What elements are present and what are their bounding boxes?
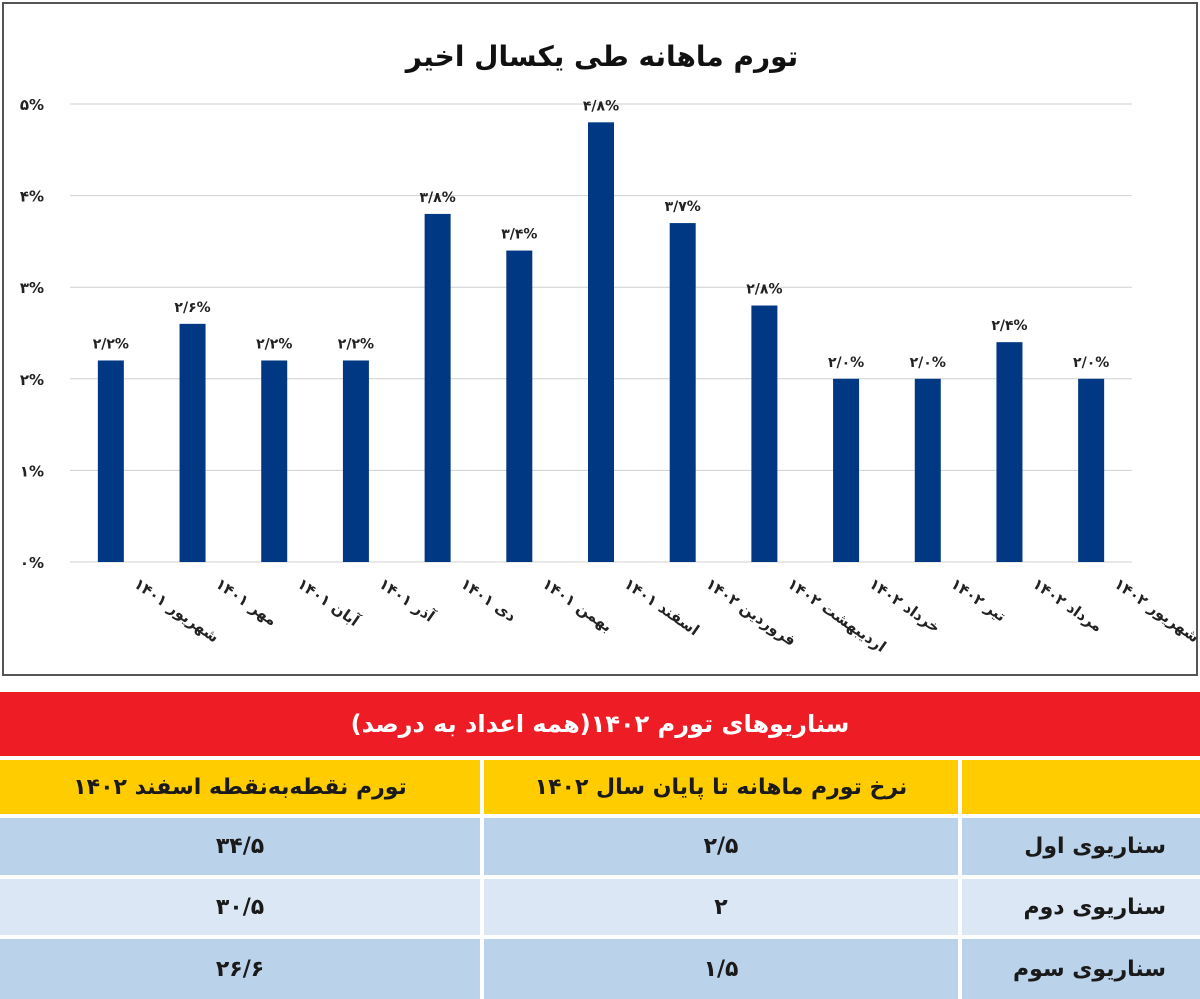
bar bbox=[914, 378, 941, 562]
data-label: ۲/۸% bbox=[746, 282, 782, 298]
bar bbox=[179, 323, 206, 562]
x-tick-label: تیر ۱۴۰۲ bbox=[947, 575, 1009, 626]
y-tick-label: ۵% bbox=[20, 96, 44, 114]
row-monthly-rate: ۱/۵ bbox=[484, 939, 958, 999]
x-tick-label: آبان ۱۴۰۱ bbox=[294, 575, 363, 631]
y-tick-label: ۱% bbox=[20, 462, 44, 480]
bar bbox=[1078, 378, 1105, 562]
chart-panel: ۰% ۱% ۲% ۳% ۴% ۵% ۲/۲% ۲/۶% ۲/۲% ۲/۲% ۳/۸% ۳/۴% ۴/۸… bbox=[2, 2, 1200, 676]
table-title: سناریوهای تورم ۱۴۰۲(همه اعداد به درصد) bbox=[0, 692, 1200, 756]
y-tick-label: ۳% bbox=[20, 279, 44, 297]
x-tick-label: مهر ۱۴۰۱ bbox=[212, 575, 280, 630]
x-tick-label: شهریور ۱۴۰۱ bbox=[131, 575, 223, 647]
header-monthly-rate: نرخ تورم ماهانه تا پایان سال ۱۴۰۲ bbox=[484, 760, 958, 814]
x-tick-label: بهمن ۱۴۰۱ bbox=[539, 575, 616, 636]
row-monthly-rate: ۲/۵ bbox=[484, 818, 958, 875]
x-tick-label-text: خرداد ۱۴۰۲ bbox=[866, 575, 944, 637]
x-tick-label-text: اسفند ۱۴۰۱ bbox=[621, 575, 703, 640]
header-scenario bbox=[962, 760, 1200, 814]
bar bbox=[751, 305, 778, 562]
x-tick-label: دی ۱۴۰۱ bbox=[457, 575, 519, 626]
x-tick-label-text: دی ۱۴۰۱ bbox=[457, 575, 519, 626]
data-label: ۲/۴% bbox=[991, 318, 1027, 334]
row-point-inflation: ۲۶/۶ bbox=[0, 939, 480, 999]
row-point-inflation: ۳۰/۵ bbox=[0, 879, 480, 935]
bar bbox=[833, 378, 860, 562]
data-label: ۲/۶% bbox=[174, 300, 210, 316]
y-tick-label: ۰% bbox=[20, 554, 44, 572]
scenario-table: سناریوهای تورم ۱۴۰۲(همه اعداد به درصد) ن… bbox=[0, 692, 1200, 999]
table-row: سناریوی اول ۲/۵ ۳۴/۵ bbox=[0, 818, 1200, 875]
bar bbox=[261, 360, 288, 562]
x-tick-label: اسفند ۱۴۰۱ bbox=[621, 575, 703, 640]
row-scenario-label: سناریوی اول bbox=[962, 818, 1200, 875]
x-tick-label-text: آبان ۱۴۰۱ bbox=[294, 575, 363, 631]
table-row: سناریوی سوم ۱/۵ ۲۶/۶ bbox=[0, 939, 1200, 999]
table-header-row: نرخ تورم ماهانه تا پایان سال ۱۴۰۲ تورم ن… bbox=[0, 760, 1200, 814]
data-label: ۴/۸% bbox=[583, 98, 619, 114]
chart-title: تورم ماهانه طی یکسال اخیر bbox=[404, 40, 798, 73]
row-scenario-label: سناریوی سوم bbox=[962, 939, 1200, 999]
bar bbox=[588, 122, 614, 562]
x-tick-label-text: شهریور ۱۴۰۲ bbox=[1111, 575, 1200, 647]
x-tick-label-text: مهر ۱۴۰۱ bbox=[212, 575, 280, 630]
row-scenario-label: سناریوی دوم bbox=[962, 879, 1200, 935]
data-label: ۳/۸% bbox=[419, 190, 455, 206]
bar bbox=[97, 360, 124, 562]
y-tick-label: ۲% bbox=[20, 371, 44, 389]
x-tick-label: آذر ۱۴۰۱ bbox=[376, 575, 439, 627]
x-tick-label: مرداد ۱۴۰۲ bbox=[1029, 575, 1106, 636]
x-tick-label-text: تیر ۱۴۰۲ bbox=[947, 575, 1009, 626]
x-tick-label: خرداد ۱۴۰۲ bbox=[866, 575, 944, 637]
data-label: ۳/۷% bbox=[665, 199, 701, 215]
x-tick-label-text: فروردین ۱۴۰۲ bbox=[702, 575, 799, 650]
data-label: ۲/۲% bbox=[93, 336, 129, 352]
data-label: ۲/۰% bbox=[910, 355, 946, 371]
bar bbox=[424, 213, 451, 563]
data-label: ۲/۲% bbox=[338, 336, 374, 352]
bar bbox=[669, 223, 696, 562]
table-row: سناریوی دوم ۲ ۳۰/۵ bbox=[0, 879, 1200, 935]
bar bbox=[506, 250, 533, 562]
header-point-inflation: تورم نقطه‌به‌نقطه اسفند ۱۴۰۲ bbox=[0, 760, 480, 814]
bar-chart: ۰% ۱% ۲% ۳% ۴% ۵% ۲/۲% ۲/۶% ۲/۲% ۲/۲% ۳/۸% ۳/۴% ۴/۸… bbox=[20, 40, 1200, 656]
x-tick-label-text: مرداد ۱۴۰۲ bbox=[1029, 575, 1106, 636]
data-label: ۲/۲% bbox=[256, 336, 292, 352]
bar bbox=[342, 360, 369, 562]
x-tick-label-text: شهریور ۱۴۰۱ bbox=[131, 575, 223, 647]
data-label: ۲/۰% bbox=[828, 355, 864, 371]
row-point-inflation: ۳۴/۵ bbox=[0, 818, 480, 875]
row-monthly-rate: ۲ bbox=[484, 879, 958, 935]
x-tick-label-text: آذر ۱۴۰۱ bbox=[376, 575, 439, 627]
x-tick-label-text: بهمن ۱۴۰۱ bbox=[539, 575, 616, 636]
data-label: ۲/۰% bbox=[1073, 355, 1109, 371]
bar bbox=[996, 342, 1023, 562]
x-tick-label: شهریور ۱۴۰۲ bbox=[1111, 575, 1200, 647]
data-label: ۳/۴% bbox=[501, 227, 537, 243]
y-tick-label: ۴% bbox=[20, 188, 44, 206]
x-tick-label: فروردین ۱۴۰۲ bbox=[702, 575, 799, 650]
